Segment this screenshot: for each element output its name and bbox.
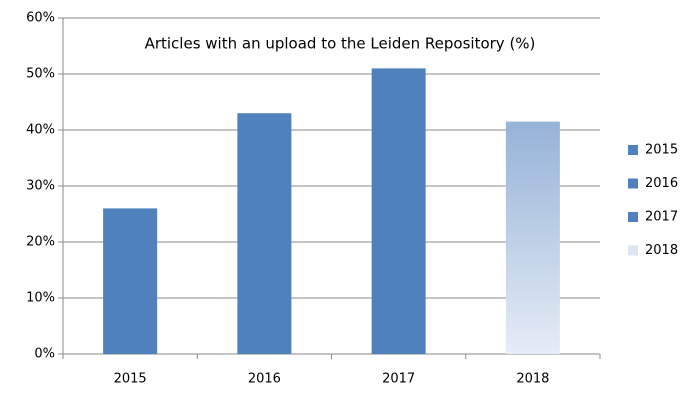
bar (103, 208, 158, 354)
legend-swatch (628, 145, 638, 155)
bar (237, 113, 292, 354)
legend-swatch (628, 178, 638, 189)
x-tick-label: 2016 (248, 372, 281, 387)
y-tick-label: 0% (34, 347, 55, 362)
legend-label: 2016 (645, 176, 678, 191)
x-tick-label: 2018 (516, 372, 549, 387)
legend-label: 2017 (645, 210, 678, 225)
y-tick-label: 10% (26, 291, 55, 306)
chart-title: Articles with an upload to the Leiden Re… (145, 35, 536, 53)
y-tick-label: 20% (26, 235, 55, 250)
x-tick-label: 2015 (114, 372, 147, 387)
bar (505, 121, 560, 354)
y-tick-label: 50% (26, 67, 55, 82)
y-tick-label: 30% (26, 179, 55, 194)
legend-label: 2015 (645, 143, 678, 158)
y-tick-label: 60% (26, 11, 55, 26)
legend-swatch (628, 245, 638, 256)
legend-swatch (628, 212, 638, 222)
x-tick-label: 2017 (382, 372, 415, 387)
legend-label: 2018 (645, 243, 678, 258)
bar (371, 68, 426, 355)
y-tick-label: 40% (26, 123, 55, 138)
